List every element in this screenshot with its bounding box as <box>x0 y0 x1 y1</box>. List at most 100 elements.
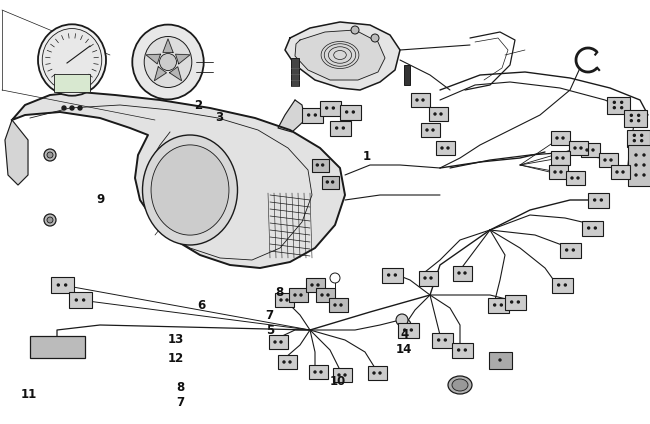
Polygon shape <box>285 22 400 90</box>
Text: 14: 14 <box>396 343 413 356</box>
Circle shape <box>346 111 348 113</box>
FancyBboxPatch shape <box>560 243 580 257</box>
Circle shape <box>70 106 74 110</box>
Circle shape <box>511 301 513 303</box>
Circle shape <box>307 114 309 116</box>
Circle shape <box>635 174 637 176</box>
FancyBboxPatch shape <box>488 298 508 312</box>
FancyBboxPatch shape <box>504 295 525 310</box>
FancyBboxPatch shape <box>610 165 629 179</box>
Text: 8: 8 <box>276 286 283 299</box>
Circle shape <box>75 299 77 301</box>
Circle shape <box>432 129 434 131</box>
FancyBboxPatch shape <box>398 323 419 338</box>
Circle shape <box>283 361 285 363</box>
FancyBboxPatch shape <box>306 278 324 292</box>
Circle shape <box>159 53 177 70</box>
FancyBboxPatch shape <box>309 365 328 379</box>
Ellipse shape <box>151 145 229 235</box>
Circle shape <box>464 272 466 274</box>
FancyBboxPatch shape <box>315 288 335 302</box>
Circle shape <box>643 164 645 166</box>
Circle shape <box>643 154 645 156</box>
FancyBboxPatch shape <box>582 220 603 235</box>
Circle shape <box>404 329 406 331</box>
Circle shape <box>422 99 424 101</box>
FancyBboxPatch shape <box>551 151 569 165</box>
Ellipse shape <box>142 135 237 245</box>
Ellipse shape <box>448 376 472 394</box>
FancyBboxPatch shape <box>320 100 341 115</box>
Circle shape <box>332 181 333 183</box>
FancyBboxPatch shape <box>623 109 647 126</box>
Bar <box>404 65 410 85</box>
Circle shape <box>464 349 466 351</box>
FancyBboxPatch shape <box>268 335 287 349</box>
Circle shape <box>311 284 313 286</box>
Circle shape <box>317 284 319 286</box>
FancyBboxPatch shape <box>333 368 352 382</box>
Text: 9: 9 <box>97 193 105 206</box>
Circle shape <box>44 214 56 226</box>
Circle shape <box>373 372 375 374</box>
Circle shape <box>571 177 573 179</box>
Circle shape <box>445 339 447 341</box>
Text: 11: 11 <box>21 388 38 401</box>
FancyBboxPatch shape <box>421 123 439 137</box>
Circle shape <box>399 319 411 331</box>
Circle shape <box>321 294 323 296</box>
Circle shape <box>387 274 389 276</box>
Bar <box>54 74 90 92</box>
Circle shape <box>343 127 344 129</box>
FancyBboxPatch shape <box>51 277 73 293</box>
Circle shape <box>610 159 612 161</box>
FancyBboxPatch shape <box>549 165 567 179</box>
Circle shape <box>564 284 566 286</box>
Circle shape <box>447 147 449 149</box>
Polygon shape <box>170 67 181 81</box>
Circle shape <box>434 113 436 115</box>
Circle shape <box>64 284 67 286</box>
Circle shape <box>558 284 560 286</box>
FancyBboxPatch shape <box>588 192 608 207</box>
Circle shape <box>416 99 418 101</box>
Circle shape <box>588 227 590 229</box>
Text: 6: 6 <box>198 299 205 312</box>
Text: 4: 4 <box>400 329 408 341</box>
Ellipse shape <box>38 24 106 96</box>
FancyBboxPatch shape <box>580 143 599 157</box>
Circle shape <box>322 164 324 166</box>
FancyBboxPatch shape <box>419 271 437 285</box>
FancyBboxPatch shape <box>278 355 296 369</box>
Circle shape <box>326 107 328 109</box>
Circle shape <box>562 137 564 139</box>
FancyBboxPatch shape <box>428 107 447 121</box>
Polygon shape <box>12 92 345 268</box>
Circle shape <box>635 164 637 166</box>
Circle shape <box>641 134 643 137</box>
Circle shape <box>440 113 442 115</box>
FancyBboxPatch shape <box>452 265 471 281</box>
Circle shape <box>280 341 282 343</box>
Circle shape <box>286 299 288 301</box>
Circle shape <box>638 120 640 122</box>
Polygon shape <box>155 67 166 81</box>
Circle shape <box>351 26 359 34</box>
Circle shape <box>586 149 588 151</box>
Circle shape <box>395 274 396 276</box>
FancyBboxPatch shape <box>627 145 650 186</box>
Polygon shape <box>146 54 161 64</box>
Circle shape <box>334 304 336 306</box>
Circle shape <box>633 134 635 137</box>
Polygon shape <box>5 120 28 185</box>
Circle shape <box>340 304 342 306</box>
Text: 12: 12 <box>168 352 183 365</box>
Circle shape <box>327 294 329 296</box>
Circle shape <box>44 149 56 161</box>
Circle shape <box>317 164 318 166</box>
Circle shape <box>630 114 632 116</box>
Circle shape <box>437 339 439 341</box>
FancyBboxPatch shape <box>606 97 629 114</box>
FancyBboxPatch shape <box>411 93 430 107</box>
Circle shape <box>320 371 322 373</box>
